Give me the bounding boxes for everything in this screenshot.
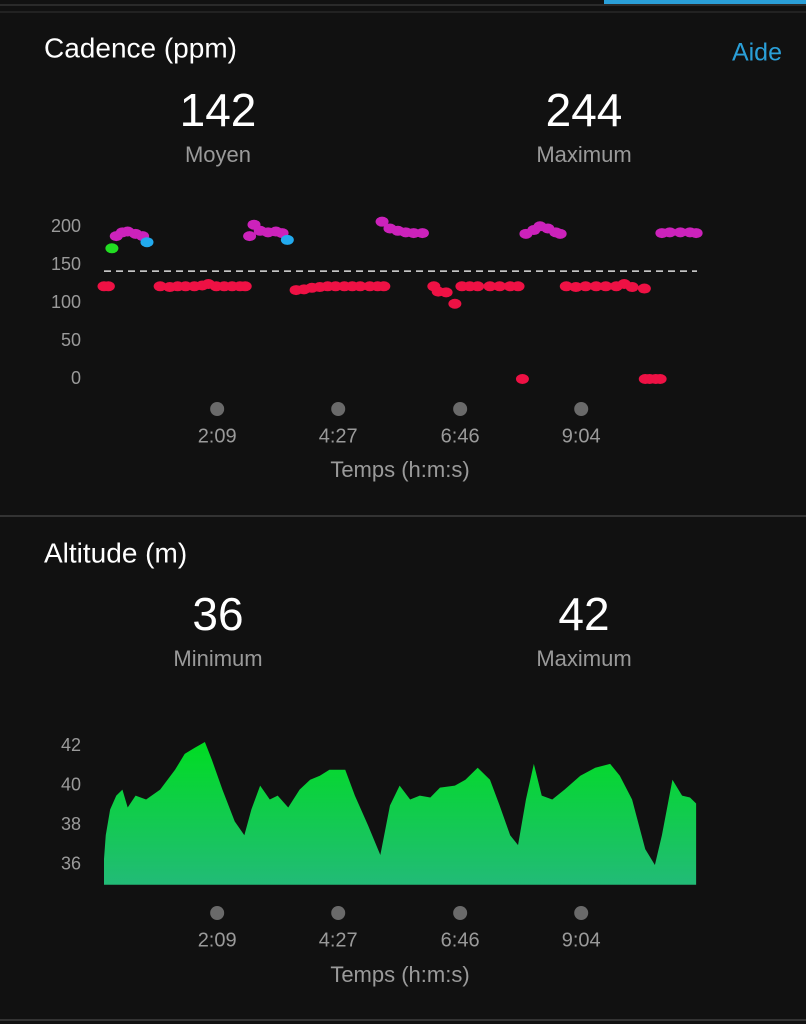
cadence-point (515, 374, 529, 384)
stat-label: Maximum (536, 646, 631, 671)
cadence-point (471, 281, 485, 292)
x-tick-dot (574, 906, 589, 920)
cadence-point (353, 281, 367, 292)
x-tick-label: 2:09 (198, 425, 237, 447)
x-tick-label: 4:27 (319, 425, 358, 447)
stat-label: Minimum (173, 646, 262, 671)
stat-value: 244 (546, 84, 623, 136)
cadence-point (569, 282, 583, 293)
cadence-point (553, 228, 567, 239)
x-tick-label: 9:04 (562, 425, 601, 447)
y-tick-label: 50 (61, 330, 81, 350)
y-tick-label: 38 (61, 814, 81, 834)
cadence-point (105, 243, 119, 254)
cadence-point (673, 227, 687, 238)
x-tick-dot (210, 402, 225, 416)
help-link[interactable]: Aide (732, 39, 782, 67)
x-tick-dot (574, 402, 589, 416)
x-tick-dot (210, 906, 225, 920)
y-tick-label: 200 (51, 216, 81, 236)
cadence-point (439, 287, 453, 298)
card-title: Cadence (ppm) (44, 32, 237, 63)
cadence-point (625, 282, 639, 293)
x-axis-label: Temps (h:m:s) (330, 962, 469, 987)
altitude-area (104, 742, 697, 885)
y-tick-label: 0 (71, 368, 81, 388)
cadence-point (663, 227, 677, 238)
cadence-point (377, 281, 391, 292)
active-tab-indicator (604, 0, 806, 4)
stat-value: 142 (180, 84, 257, 136)
stat-value: 42 (558, 588, 609, 640)
y-tick-label: 40 (61, 774, 81, 794)
cadence-point (483, 281, 497, 292)
x-tick-dot (453, 906, 468, 920)
cadence-point (140, 237, 154, 248)
cadence-point (415, 228, 429, 239)
card-title: Altitude (m) (44, 537, 187, 568)
cadence-point (238, 281, 252, 292)
cadence-point (579, 281, 593, 292)
cadence-point (243, 231, 257, 242)
cadence-point (511, 281, 525, 292)
y-tick-label: 36 (61, 854, 81, 874)
stat-label: Moyen (185, 142, 251, 167)
cadence-point (101, 281, 115, 292)
x-tick-label: 6:46 (441, 929, 480, 951)
x-tick-label: 6:46 (441, 425, 480, 447)
x-tick-label: 4:27 (319, 929, 358, 951)
y-tick-label: 42 (61, 735, 81, 755)
x-tick-label: 2:09 (198, 929, 237, 951)
y-tick-label: 150 (51, 254, 81, 274)
stat-label: Maximum (536, 142, 631, 167)
cadence-point (280, 234, 294, 245)
x-tick-label: 9:04 (562, 929, 601, 951)
x-axis-label: Temps (h:m:s) (330, 457, 469, 482)
stat-value: 36 (192, 588, 243, 640)
cadence-point (653, 374, 667, 384)
cadence-point (448, 298, 462, 309)
cadence-point (559, 281, 573, 292)
cadence-point (589, 281, 603, 292)
cadence-point (493, 281, 507, 292)
cadence-point (153, 281, 167, 292)
y-tick-label: 100 (51, 292, 81, 312)
cadence-point (375, 216, 389, 227)
cadence-point (689, 228, 703, 239)
x-tick-dot (331, 906, 346, 920)
x-tick-dot (453, 402, 468, 416)
x-tick-dot (331, 402, 346, 416)
cadence-point (599, 281, 613, 292)
cadence-point (637, 283, 651, 294)
